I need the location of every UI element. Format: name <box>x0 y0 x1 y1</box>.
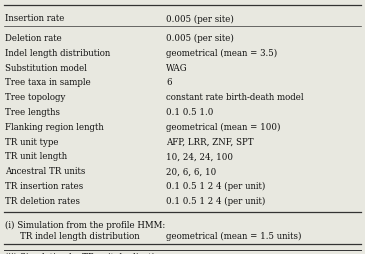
Text: Tree taxa in sample: Tree taxa in sample <box>5 78 91 87</box>
Text: (i) Simulation from the profile HMM:: (i) Simulation from the profile HMM: <box>5 219 166 229</box>
Text: Indel length distribution: Indel length distribution <box>5 49 111 58</box>
Text: TR insertion rates: TR insertion rates <box>5 181 84 190</box>
Text: TR unit type: TR unit type <box>5 137 59 146</box>
Text: 0.005 (per site): 0.005 (per site) <box>166 14 234 23</box>
Text: Flanking region length: Flanking region length <box>5 122 104 131</box>
Text: 6: 6 <box>166 78 172 87</box>
Text: TR unit length: TR unit length <box>5 152 68 161</box>
Text: Tree lengths: Tree lengths <box>5 108 61 117</box>
Text: 0.1 0.5 1.0: 0.1 0.5 1.0 <box>166 108 214 117</box>
Text: Insertion rate: Insertion rate <box>5 14 65 23</box>
Text: 0.1 0.5 1 2 4 (per unit): 0.1 0.5 1 2 4 (per unit) <box>166 196 265 205</box>
Text: WAG: WAG <box>166 64 188 72</box>
Text: 20, 6, 6, 10: 20, 6, 6, 10 <box>166 167 216 176</box>
Text: TR indel length distribution: TR indel length distribution <box>20 231 140 240</box>
Text: constant rate birth-death model: constant rate birth-death model <box>166 93 304 102</box>
Text: TR deletion rates: TR deletion rates <box>5 196 80 205</box>
Text: 0.005 (per site): 0.005 (per site) <box>166 34 234 43</box>
Text: geometrical (mean = 100): geometrical (mean = 100) <box>166 122 281 131</box>
Text: geometrical (mean = 1.5 units): geometrical (mean = 1.5 units) <box>166 231 301 240</box>
Text: (ii) Simulation by TR unit duplication:: (ii) Simulation by TR unit duplication: <box>5 252 168 254</box>
Text: AFP, LRR, ZNF, SPT: AFP, LRR, ZNF, SPT <box>166 137 254 146</box>
Text: 10, 24, 24, 100: 10, 24, 24, 100 <box>166 152 233 161</box>
Text: geometrical (mean = 3.5): geometrical (mean = 3.5) <box>166 49 277 58</box>
Text: Deletion rate: Deletion rate <box>5 34 62 43</box>
Text: Substitution model: Substitution model <box>5 64 88 72</box>
Text: 0.1 0.5 1 2 4 (per unit): 0.1 0.5 1 2 4 (per unit) <box>166 181 265 190</box>
Text: Ancestral TR units: Ancestral TR units <box>5 167 86 176</box>
Text: Tree topology: Tree topology <box>5 93 66 102</box>
